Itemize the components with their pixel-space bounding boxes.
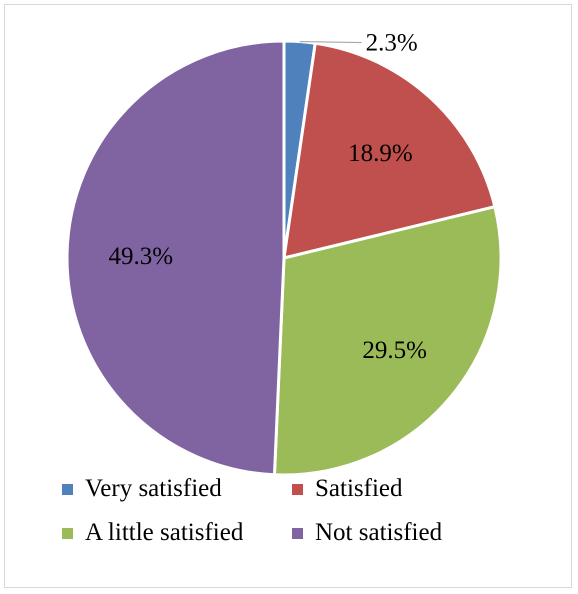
legend-label: A little satisfied bbox=[85, 519, 244, 546]
label-satisfied: 18.9% bbox=[348, 140, 413, 167]
legend-swatch bbox=[292, 483, 303, 495]
legend-swatch bbox=[292, 527, 303, 539]
legend-label: Very satisfied bbox=[85, 475, 222, 502]
label-a-little-satisfied: 29.5% bbox=[362, 337, 427, 364]
pie-data-labels: 2.3% 18.9% 29.5% 49.3% bbox=[109, 30, 427, 364]
slice-not-satisfied bbox=[65, 39, 286, 477]
legend-item-very-satisfied: Very satisfied bbox=[62, 472, 292, 506]
legend-item-not-satisfied: Not satisfied bbox=[292, 516, 522, 550]
legend-item-a-little-satisfied: A little satisfied bbox=[62, 516, 292, 550]
label-not-satisfied: 49.3% bbox=[109, 243, 174, 270]
legend-label: Satisfied bbox=[315, 475, 403, 502]
slice-satisfied bbox=[282, 41, 497, 260]
legend-swatch bbox=[62, 527, 73, 539]
legend-swatch bbox=[62, 483, 73, 495]
slice-a-little-satisfied bbox=[272, 204, 503, 477]
legend-label: Not satisfied bbox=[315, 519, 443, 546]
label-very-satisfied: 2.3% bbox=[366, 30, 418, 57]
leader-line bbox=[299, 40, 362, 44]
pie-slices bbox=[65, 39, 503, 477]
legend: Very satisfied Satisfied A little satisf… bbox=[62, 472, 532, 550]
legend-item-satisfied: Satisfied bbox=[292, 472, 522, 506]
